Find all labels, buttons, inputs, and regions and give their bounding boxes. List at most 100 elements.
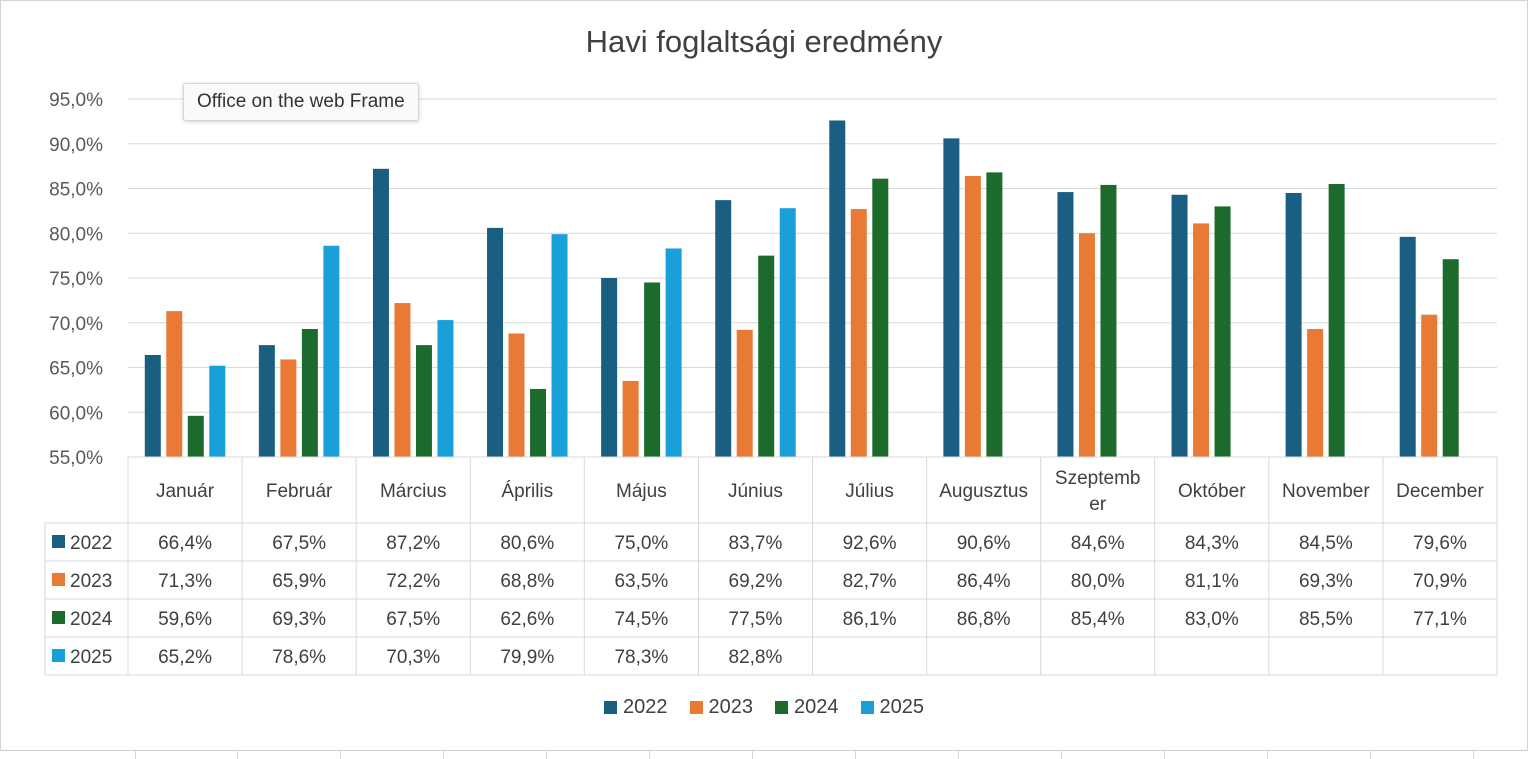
- sheet-grid-strip: [0, 750, 1528, 759]
- y-tick-label: 60,0%: [49, 403, 103, 424]
- bar-2025-Május: [665, 248, 682, 457]
- data-label: 78,6%: [272, 647, 326, 668]
- data-label: 77,1%: [1413, 609, 1467, 630]
- data-label: 92,6%: [843, 533, 897, 554]
- legend-item-2025: 2025: [860, 696, 925, 719]
- y-tick-label: 95,0%: [49, 90, 103, 111]
- data-label: 59,6%: [158, 609, 212, 630]
- bar-2025-Április: [551, 234, 568, 457]
- bar-2025-Március: [437, 320, 454, 457]
- category-label: er: [1089, 494, 1107, 515]
- bar-2024-Október: [1214, 206, 1231, 457]
- category-label: Október: [1178, 481, 1246, 502]
- tooltip: Office on the web Frame: [183, 83, 419, 121]
- bar-2024-November: [1328, 184, 1345, 457]
- data-label: 86,8%: [957, 609, 1011, 630]
- sheet-column-divider: [237, 751, 238, 759]
- data-label: 69,3%: [1299, 571, 1353, 592]
- bar-2024-Január: [187, 415, 204, 457]
- bar-2022-Június: [715, 200, 732, 457]
- category-label: Június: [728, 481, 783, 502]
- bar-2023-Január: [166, 311, 183, 457]
- data-label: 67,5%: [272, 533, 326, 554]
- data-label: 90,6%: [957, 533, 1011, 554]
- sheet-column-divider: [1061, 751, 1062, 759]
- data-label: 68,8%: [500, 571, 554, 592]
- table-series-name: 2022: [70, 533, 112, 554]
- data-label: 83,7%: [729, 533, 783, 554]
- bar-2023-November: [1307, 329, 1324, 457]
- sheet-column-divider: [649, 751, 650, 759]
- data-label: 69,2%: [729, 571, 783, 592]
- bar-2025-Június: [779, 208, 796, 457]
- bar-2022-December: [1399, 236, 1416, 457]
- bar-2022-Április: [487, 227, 504, 457]
- category-label: Március: [380, 481, 447, 502]
- legend-item-2023: 2023: [689, 696, 754, 719]
- category-label: Augusztus: [939, 481, 1028, 502]
- data-label: 63,5%: [614, 571, 668, 592]
- y-tick-label: 90,0%: [49, 135, 103, 156]
- sheet-column-divider: [958, 751, 959, 759]
- bar-2022-November: [1285, 192, 1302, 457]
- bar-2024-Június: [758, 255, 775, 457]
- bar-2024-Augusztus: [986, 172, 1003, 457]
- data-label: 69,3%: [272, 609, 326, 630]
- bar-2023-Szeptember: [1078, 233, 1095, 457]
- bar-2023-Május: [622, 380, 639, 457]
- legend-label: 2022: [623, 696, 668, 718]
- category-label: Szeptemb: [1055, 468, 1141, 489]
- legend-swatch: [689, 701, 703, 714]
- data-label: 86,4%: [957, 571, 1011, 592]
- data-label: 74,5%: [614, 609, 668, 630]
- bar-2025-Február: [323, 245, 340, 457]
- bar-2024-December: [1442, 259, 1459, 457]
- data-label: 78,3%: [614, 647, 668, 668]
- bar-2022-Október: [1171, 194, 1188, 457]
- data-label: 85,4%: [1071, 609, 1125, 630]
- sheet-column-divider: [340, 751, 341, 759]
- data-label: 70,3%: [386, 647, 440, 668]
- y-tick-label: 65,0%: [49, 359, 103, 380]
- legend-label: 2025: [879, 696, 925, 718]
- bar-2023-Június: [736, 329, 753, 457]
- legend-key-2023: [52, 573, 65, 586]
- legend-swatch: [775, 701, 788, 714]
- bar-2024-Szeptember: [1100, 184, 1117, 458]
- data-label: 72,2%: [386, 571, 440, 592]
- chart-legend: 2022 2023 2024 2025: [0, 696, 1528, 719]
- sheet-column-divider: [752, 751, 753, 759]
- bar-2023-Február: [280, 359, 297, 457]
- legend-swatch: [860, 701, 874, 714]
- category-label: Július: [845, 481, 894, 502]
- bar-2022-Február: [258, 345, 275, 457]
- category-label: November: [1282, 481, 1370, 502]
- data-label: 84,5%: [1299, 533, 1353, 554]
- table-series-name: 2023: [70, 571, 112, 592]
- sheet-column-divider: [135, 751, 136, 759]
- category-label: December: [1396, 481, 1484, 502]
- legend-label: 2023: [708, 696, 754, 718]
- table-series-name: 2024: [70, 609, 113, 630]
- bar-2024-Május: [644, 282, 661, 457]
- sheet-column-divider: [1267, 751, 1268, 759]
- data-label: 87,2%: [386, 533, 440, 554]
- y-tick-label: 75,0%: [49, 269, 103, 290]
- legend-key-2025: [52, 649, 65, 662]
- sheet-column-divider: [546, 751, 547, 759]
- legend-label: 2024: [794, 696, 839, 718]
- bar-2022-Május: [601, 278, 618, 457]
- data-label: 62,6%: [500, 609, 554, 630]
- bar-2023-December: [1421, 314, 1438, 457]
- bar-2023-Március: [394, 303, 411, 457]
- bar-2023-Április: [508, 333, 525, 457]
- data-label: 67,5%: [386, 609, 440, 630]
- data-label: 79,9%: [500, 647, 554, 668]
- data-label: 75,0%: [614, 533, 668, 554]
- legend-swatch: [604, 701, 617, 714]
- legend-item-2022: 2022: [604, 696, 668, 719]
- bar-2023-Augusztus: [964, 175, 981, 457]
- data-label: 85,5%: [1299, 609, 1353, 630]
- category-label: Február: [266, 481, 333, 502]
- data-label: 82,7%: [843, 571, 897, 592]
